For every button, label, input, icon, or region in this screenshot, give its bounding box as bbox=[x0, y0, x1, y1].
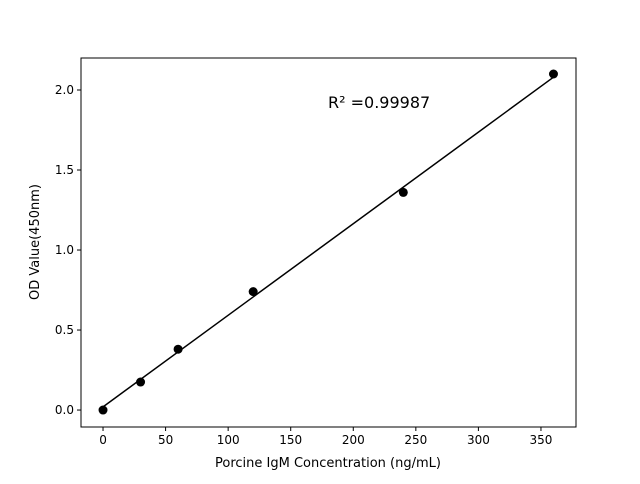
data-marks bbox=[98, 69, 558, 415]
data-point bbox=[398, 187, 408, 197]
x-axis-label: Porcine IgM Concentration (ng/mL) bbox=[215, 456, 441, 471]
x-tick-label: 150 bbox=[279, 433, 302, 447]
y-tick-label: 2.0 bbox=[55, 83, 74, 97]
data-point bbox=[136, 377, 146, 387]
x-tick-label: 0 bbox=[99, 433, 107, 447]
x-tick-label: 200 bbox=[342, 433, 365, 447]
annotation-r-squared: R² =0.99987 bbox=[328, 93, 430, 112]
x-tick-label: 300 bbox=[467, 433, 490, 447]
y-axis: 0.0 0.5 1.0 1.5 2.0 bbox=[55, 83, 81, 417]
data-point bbox=[248, 287, 258, 297]
x-tick-label: 100 bbox=[217, 433, 240, 447]
y-tick-label: 0.0 bbox=[55, 403, 74, 417]
y-axis-label: OD Value(450nm) bbox=[28, 184, 43, 300]
x-tick-label: 50 bbox=[158, 433, 173, 447]
x-tick-label: 350 bbox=[530, 433, 553, 447]
x-tick-label: 250 bbox=[404, 433, 427, 447]
y-tick-label: 0.5 bbox=[55, 323, 74, 337]
y-tick-label: 1.0 bbox=[55, 243, 74, 257]
data-point bbox=[98, 405, 108, 415]
data-point bbox=[173, 344, 183, 354]
x-axis: 0 50 100 150 200 250 300 350 bbox=[99, 427, 552, 447]
data-point bbox=[548, 69, 558, 79]
y-tick-label: 1.5 bbox=[55, 163, 74, 177]
